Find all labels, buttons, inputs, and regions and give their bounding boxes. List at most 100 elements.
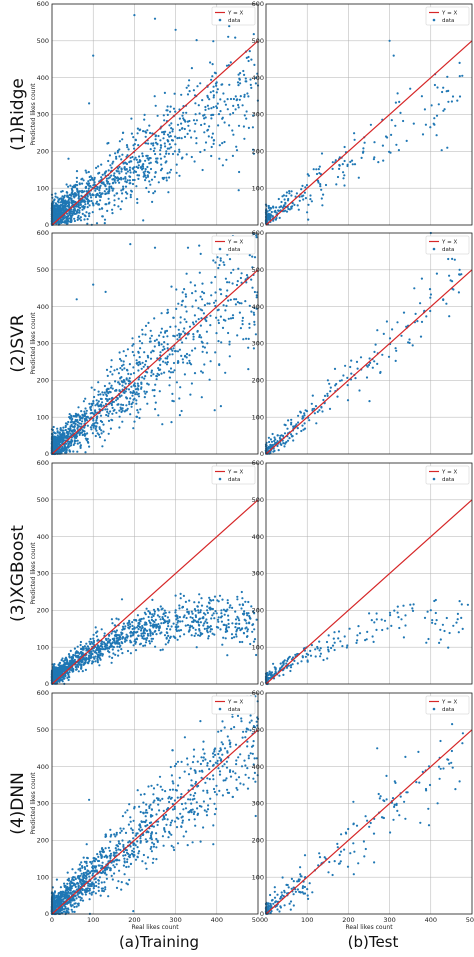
y-tick-label: 100: [37, 643, 49, 651]
data-point: [53, 199, 56, 202]
data-point: [90, 428, 93, 431]
data-point: [221, 116, 224, 119]
data-point: [237, 73, 240, 76]
data-point: [216, 256, 219, 259]
data-point: [204, 116, 207, 119]
data-point: [118, 415, 121, 418]
data-point: [168, 143, 171, 146]
legend-label: data: [228, 477, 240, 483]
data-point: [319, 183, 322, 186]
data-point: [93, 176, 96, 179]
data-point: [108, 182, 111, 185]
data-point: [236, 301, 239, 304]
data-point: [174, 350, 177, 353]
y-tick-label: 400: [37, 74, 49, 82]
data-point: [373, 156, 376, 159]
data-point: [206, 609, 209, 612]
data-point: [144, 130, 147, 133]
data-point: [296, 652, 299, 656]
data-point: [231, 314, 235, 317]
data-point: [197, 318, 200, 321]
data-point: [202, 612, 206, 615]
data-point: [148, 611, 151, 614]
data-point: [282, 434, 285, 438]
data-point: [193, 608, 196, 611]
data-point: [150, 178, 154, 181]
data-point: [151, 613, 154, 616]
data-point: [85, 190, 88, 193]
data-point: [72, 211, 76, 214]
data-point: [216, 309, 219, 312]
data-point: [228, 124, 231, 127]
data-point: [94, 189, 97, 192]
data-point: [180, 409, 183, 413]
data-point: [111, 162, 114, 165]
data-point: [95, 399, 98, 402]
data-point: [94, 434, 97, 438]
data-point: [168, 124, 171, 127]
data-point: [199, 631, 202, 634]
data-point: [67, 445, 70, 448]
data-point: [350, 372, 353, 375]
data-point: [250, 58, 253, 61]
data-point: [164, 614, 167, 618]
data-point: [183, 318, 186, 321]
data-point: [321, 410, 324, 413]
data-point: [144, 324, 148, 327]
y-tick-label: 300: [37, 570, 49, 578]
data-point: [95, 425, 98, 428]
data-point: [101, 391, 104, 394]
data-point: [92, 402, 95, 405]
data-point: [238, 619, 241, 622]
data-point: [204, 141, 208, 144]
data-point: [67, 199, 70, 202]
data-point: [89, 185, 92, 188]
data-point: [156, 114, 159, 117]
data-point: [373, 350, 376, 353]
data-point: [99, 199, 102, 202]
data-point: [231, 282, 234, 285]
data-point: [123, 410, 126, 413]
data-point: [97, 390, 100, 393]
data-point: [120, 189, 123, 192]
data-point: [299, 410, 302, 413]
data-point: [104, 637, 108, 641]
data-point: [304, 197, 307, 200]
data-point: [122, 187, 125, 190]
data-point: [186, 246, 190, 249]
data-point: [115, 155, 118, 158]
data-point: [243, 114, 246, 117]
data-point: [185, 616, 188, 620]
data-point: [285, 210, 289, 213]
data-point: [182, 117, 185, 120]
data-point: [87, 648, 90, 651]
data-point: [456, 618, 459, 621]
data-point: [77, 670, 80, 673]
panel-frame: [51, 462, 259, 685]
data-point: [225, 626, 228, 629]
data-point: [62, 197, 65, 200]
data-point: [153, 147, 156, 150]
data-point: [159, 363, 162, 366]
data-point: [73, 425, 76, 428]
data-point: [63, 194, 66, 197]
data-point: [180, 157, 183, 160]
data-point: [244, 80, 247, 83]
data-point: [133, 631, 136, 634]
data-point: [75, 298, 78, 301]
data-point: [201, 350, 204, 353]
data-point: [198, 618, 201, 621]
data-point: [213, 595, 217, 598]
data-point: [132, 372, 136, 375]
data-point: [59, 201, 63, 204]
data-point: [112, 160, 115, 163]
data-point: [183, 373, 186, 376]
data-point: [215, 91, 218, 94]
data-point: [270, 210, 273, 214]
data-point: [94, 660, 97, 663]
data-point: [158, 359, 161, 362]
data-point: [106, 640, 110, 644]
data-point: [84, 451, 87, 454]
data-point: [135, 359, 138, 362]
